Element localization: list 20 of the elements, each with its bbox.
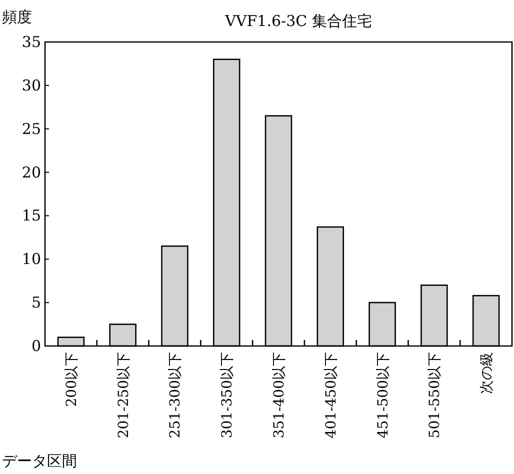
x-tick-label: 251-300以下 [168,352,184,438]
x-tick-label: 200以下 [64,352,80,407]
y-tick-label: 25 [22,120,41,138]
y-tick-label: 15 [22,206,41,225]
chart-title: VVF1.6-3C 集合住宅 [224,12,372,30]
y-tick-label: 20 [22,163,41,182]
x-tick-label: 301-350以下 [220,352,236,438]
x-tick-label: 451-500以下 [375,352,392,438]
y-tick-label: 10 [22,250,41,268]
x-tick-label: 201-250以下 [116,352,132,438]
y-tick-label: 5 [31,294,41,312]
y-tick-label: 0 [31,337,41,355]
x-axis-title: データ区間 [2,452,77,470]
y-tick-label: 30 [22,76,41,94]
x-tick-label: 401-450以下 [323,352,340,438]
x-tick-label: 501-550以下 [427,352,444,438]
x-tick-label: 351-400以下 [272,352,288,438]
y-tick-label: 35 [22,33,41,51]
x-tick-label: 次の級 [479,352,496,394]
y-axis-title: 頻度 [2,8,32,26]
